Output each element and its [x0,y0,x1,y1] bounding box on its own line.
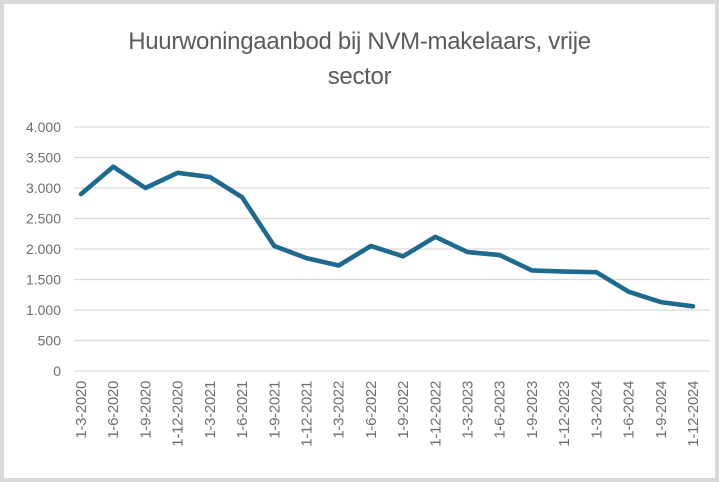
y-axis-tick-label: 1.000 [26,302,61,318]
x-axis-tick-label: 1-12-2024 [685,381,702,447]
y-axis-tick-label: 0 [53,363,61,379]
x-axis-tick-label: 1-12-2023 [556,381,573,447]
chart-title-line1: Huurwoningaanbod bij NVM-makelaars, vrij… [128,28,591,55]
x-axis-tick-label: 1-9-2024 [653,381,670,439]
x-axis-tick-label: 1-9-2020 [137,381,154,439]
x-axis-tick-label: 1-6-2024 [621,381,638,439]
x-axis-tick-label: 1-9-2023 [524,381,541,439]
x-axis-tick-label: 1-3-2023 [460,381,477,439]
y-axis-tick-label: 2.500 [26,210,61,226]
x-axis-tick-label: 1-6-2022 [363,381,380,439]
chart-title: Huurwoningaanbod bij NVM-makelaars, vrij… [4,24,715,94]
y-axis-tick-label: 3.500 [26,149,61,165]
x-axis-tick-label: 1-3-2020 [73,381,90,439]
x-axis-tick-label: 1-12-2020 [170,381,187,447]
x-axis-tick-label: 1-3-2024 [588,381,605,439]
y-axis-tick-label: 500 [38,332,62,348]
x-axis-tick-label: 1-9-2021 [266,381,283,439]
series-line [78,164,696,309]
x-axis-tick-label: 1-6-2020 [105,381,122,439]
chart-title-line2: sector [327,63,392,90]
x-axis-tick-label: 1-12-2021 [298,381,315,447]
line-chart: 4.0003.5003.0002.5002.0001.5001.00050001… [26,119,710,447]
x-axis-tick-label: 1-3-2021 [202,381,219,439]
y-axis-tick-label: 3.000 [26,180,61,196]
x-axis-tick-label: 1-6-2021 [234,381,251,439]
y-axis-tick-label: 2.000 [26,241,61,257]
x-axis-tick-label: 1-3-2022 [331,381,348,439]
y-axis-tick-label: 4.000 [26,119,61,135]
x-axis-tick-label: 1-12-2022 [427,381,444,447]
y-axis-tick-label: 1.500 [26,271,61,287]
x-axis-tick-label: 1-9-2022 [395,381,412,439]
x-axis-tick-label: 1-6-2023 [492,381,509,439]
